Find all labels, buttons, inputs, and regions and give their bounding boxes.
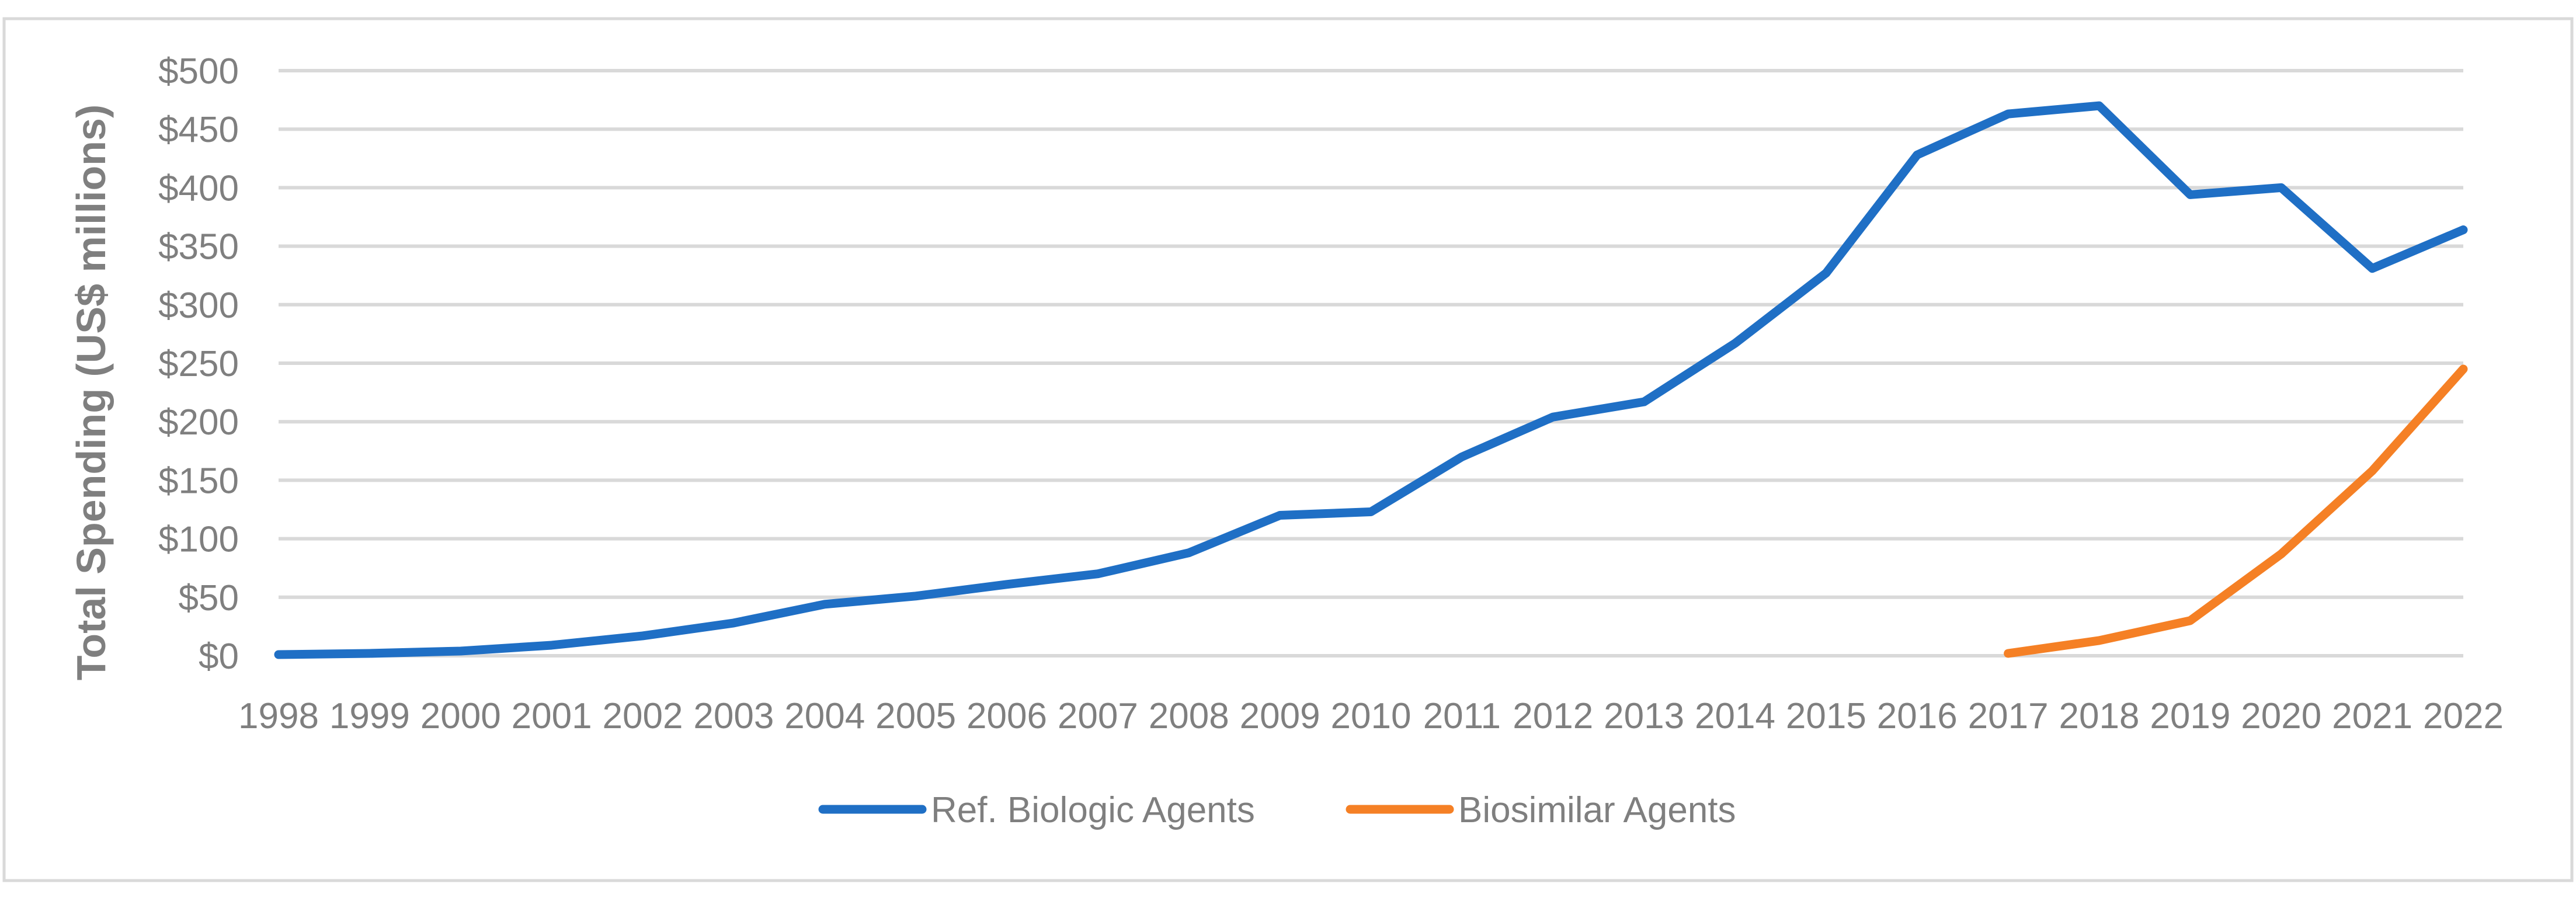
x-tick-label: 2007: [1058, 696, 1138, 736]
y-tick-label: $400: [158, 168, 239, 208]
legend: Ref. Biologic Agents Biosimilar Agents: [818, 790, 1736, 830]
y-tick-label: $500: [158, 51, 239, 92]
gridlines: [279, 69, 2463, 658]
x-tick-label: 2016: [1877, 696, 1958, 736]
data-point: [2368, 467, 2377, 475]
data-point: [2004, 110, 2012, 119]
data-point: [2095, 102, 2104, 110]
legend-label: Biosimilar Agents: [1458, 790, 1736, 830]
x-tick-label: 2013: [1604, 696, 1684, 736]
x-tick-label: 1998: [238, 696, 319, 736]
x-tick-label: 2021: [2332, 696, 2412, 736]
x-tick-label: 2006: [967, 696, 1047, 736]
y-tick-label: $100: [158, 520, 239, 560]
x-tick-label: 2020: [2241, 696, 2321, 736]
data-point: [1003, 580, 1011, 589]
y-tick-label: $150: [158, 461, 239, 501]
x-tick-label: 2008: [1149, 696, 1229, 736]
data-point: [365, 649, 374, 658]
x-tick-label: 2014: [1695, 696, 1775, 736]
data-point: [1913, 151, 1921, 159]
x-tick-label: 2022: [2423, 696, 2504, 736]
data-point: [547, 641, 556, 649]
data-point: [2368, 264, 2377, 273]
x-tick-label: 2015: [1786, 696, 1866, 736]
data-point: [638, 631, 647, 640]
x-tick-label: 1999: [329, 696, 410, 736]
y-tick-label: $50: [179, 578, 239, 618]
data-point: [2459, 365, 2467, 374]
x-tick-label: 2010: [1331, 696, 1412, 736]
x-tick-label: 2011: [1423, 696, 1501, 736]
data-point: [1821, 269, 1830, 277]
y-tick-label: $200: [158, 402, 239, 443]
data-point: [2277, 549, 2286, 558]
y-tick-label: $450: [158, 110, 239, 150]
legend-label: Ref. Biologic Agents: [931, 790, 1255, 830]
y-tick-label: $0: [199, 636, 239, 677]
chart-border: [2, 17, 2574, 882]
x-tick-label: 2009: [1240, 696, 1320, 736]
data-point: [821, 600, 829, 608]
y-tick-label: $350: [158, 227, 239, 267]
x-axis-tick-labels: 1998 1999 2000 2001 2002 2003 2004 2005 2006 2007…: [238, 696, 2504, 736]
data-point: [1093, 569, 1102, 578]
data-point: [1731, 339, 1739, 347]
y-axis-tick-labels: $0 $50 $100 $150 $200 $250 $300 $350 $400 $450 $50…: [158, 51, 239, 677]
data-point: [1458, 453, 1466, 461]
data-point: [2459, 225, 2467, 234]
data-point: [2186, 190, 2195, 199]
data-point: [1184, 548, 1193, 557]
data-point: [729, 618, 738, 627]
series-2: [2004, 364, 2468, 658]
data-point: [2004, 649, 2012, 658]
data-point: [274, 650, 283, 659]
legend-item: Biosimilar Agents: [1346, 790, 1736, 830]
data-point: [912, 592, 920, 600]
data-point: [1549, 413, 1558, 422]
data-point: [1275, 511, 1284, 520]
series-1: [274, 101, 2468, 659]
x-tick-label: 2012: [1513, 696, 1593, 736]
data-point: [2095, 636, 2104, 645]
x-tick-label: 2004: [784, 696, 865, 736]
x-tick-label: 2005: [875, 696, 956, 736]
data-point: [1367, 507, 1375, 516]
x-tick-label: 2001: [512, 696, 592, 736]
x-tick-label: 2017: [1968, 696, 2049, 736]
x-tick-label: 2002: [603, 696, 683, 736]
x-tick-label: 2019: [2150, 696, 2230, 736]
data-point: [456, 646, 465, 655]
x-tick-label: 2000: [420, 696, 501, 736]
y-tick-label: $250: [158, 344, 239, 384]
data-point: [2186, 616, 2195, 625]
y-axis-title: Total Spending (US$ millions): [68, 105, 114, 681]
x-tick-label: 2018: [2059, 696, 2140, 736]
series-lines: [274, 101, 2468, 659]
legend-item: Ref. Biologic Agents: [818, 790, 1255, 830]
data-point: [2277, 183, 2286, 192]
x-tick-label: 2003: [693, 696, 774, 736]
series-line: [2004, 364, 2468, 658]
data-point: [1640, 398, 1649, 406]
y-tick-label: $300: [158, 286, 239, 326]
